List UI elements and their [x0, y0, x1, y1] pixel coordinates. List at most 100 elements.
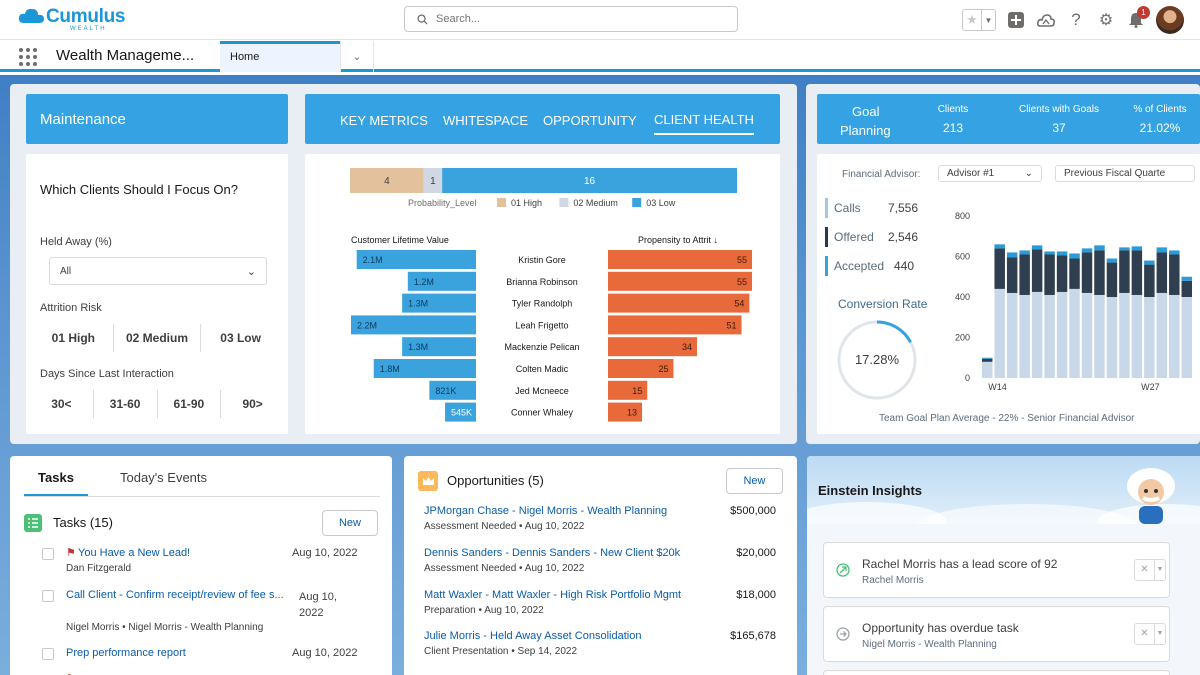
- calls-bar-segment[interactable]: [1019, 254, 1030, 295]
- calls-bar-segment[interactable]: [1006, 252, 1018, 258]
- calls-bar-segment[interactable]: [1169, 294, 1180, 378]
- days-option-61-90[interactable]: 61-90: [158, 390, 222, 418]
- calls-bar-segment[interactable]: [1144, 297, 1155, 378]
- calls-bar-segment[interactable]: [1156, 252, 1168, 293]
- calls-bar-segment[interactable]: [994, 244, 1005, 249]
- chevron-down-icon[interactable]: ▼: [1156, 630, 1164, 637]
- probability-segment[interactable]: [442, 168, 737, 193]
- period-select[interactable]: Previous Fiscal Quarte: [1055, 165, 1195, 182]
- nav-menu-chevron-icon[interactable]: ⌄: [340, 41, 374, 72]
- clv-bar[interactable]: [402, 337, 476, 357]
- client-name[interactable]: Tyler Randolph: [512, 299, 573, 309]
- clv-bar[interactable]: [356, 250, 476, 269]
- calls-bar-segment[interactable]: [1169, 254, 1180, 295]
- global-actions-icon[interactable]: [1006, 10, 1026, 30]
- client-name[interactable]: Brianna Robinson: [506, 277, 578, 287]
- attrit-bar[interactable]: [608, 359, 674, 378]
- task-link[interactable]: Prep performance report: [66, 647, 186, 659]
- held-away-select[interactable]: All ⌄: [49, 257, 267, 285]
- calls-bar-segment[interactable]: [1106, 297, 1118, 378]
- calls-bar-segment[interactable]: [982, 358, 993, 362]
- cumulus-logo[interactable]: Cumulus WEALTH: [18, 6, 125, 32]
- calls-bar-segment[interactable]: [1094, 294, 1105, 378]
- days-option-90[interactable]: 90>: [242, 397, 263, 411]
- advisor-select[interactable]: Advisor #1 ⌄: [938, 165, 1042, 182]
- tab-home[interactable]: Home: [220, 41, 340, 72]
- attrition-option-low[interactable]: 03 Low: [220, 331, 261, 345]
- calls-bar-segment[interactable]: [1031, 249, 1043, 292]
- calls-bar-segment[interactable]: [1106, 258, 1118, 263]
- chevron-down-icon[interactable]: ▼: [981, 10, 995, 30]
- client-name[interactable]: Leah Frigetto: [515, 320, 568, 330]
- client-name[interactable]: Kristin Gore: [518, 255, 566, 265]
- days-option-30[interactable]: 30<: [30, 390, 94, 418]
- calls-bar-segment[interactable]: [1056, 255, 1068, 292]
- calls-bar-segment[interactable]: [1181, 280, 1192, 297]
- attrit-bar[interactable]: [608, 402, 643, 422]
- attrit-bar[interactable]: [608, 271, 752, 291]
- opportunity-link[interactable]: JPMorgan Chase - Nigel Morris - Wealth P…: [424, 505, 668, 517]
- close-icon[interactable]: ✕: [1135, 560, 1155, 580]
- calls-bar-segment[interactable]: [1119, 247, 1130, 251]
- calls-bar-segment[interactable]: [1081, 292, 1093, 378]
- client-name[interactable]: Jed Mcneece: [515, 386, 569, 396]
- calls-bar-segment[interactable]: [1131, 246, 1143, 251]
- close-icon[interactable]: ✕: [1135, 624, 1155, 644]
- calls-bar-segment[interactable]: [1019, 250, 1030, 255]
- opportunity-link[interactable]: Julie Morris - Held Away Asset Consolida…: [424, 630, 642, 642]
- attrit-bar[interactable]: [608, 380, 648, 400]
- calls-bar-segment[interactable]: [1069, 258, 1080, 289]
- calls-bar-segment[interactable]: [1031, 291, 1043, 378]
- calls-bar-segment[interactable]: [1044, 254, 1055, 295]
- user-avatar[interactable]: [1156, 6, 1184, 34]
- notifications-bell-icon[interactable]: 1: [1126, 6, 1150, 30]
- search-input[interactable]: [436, 13, 716, 25]
- clv-bar[interactable]: [402, 293, 476, 313]
- calls-bar-segment[interactable]: [1131, 294, 1143, 378]
- trailhead-icon[interactable]: [1036, 10, 1056, 30]
- new-task-button[interactable]: New: [322, 510, 378, 536]
- calls-bar-segment[interactable]: [1056, 251, 1068, 256]
- task-checkbox[interactable]: [42, 648, 54, 660]
- calls-bar-segment[interactable]: [1081, 248, 1093, 253]
- calls-bar-segment[interactable]: [1044, 251, 1055, 255]
- attrit-bar[interactable]: [608, 337, 698, 357]
- attrit-bar[interactable]: [608, 293, 750, 313]
- calls-bar-segment[interactable]: [1094, 250, 1105, 295]
- global-search[interactable]: [404, 6, 738, 32]
- calls-bar-segment[interactable]: [1006, 257, 1018, 293]
- clv-bar[interactable]: [445, 402, 476, 422]
- calls-bar-segment[interactable]: [1081, 252, 1093, 293]
- calls-bar-segment[interactable]: [1094, 245, 1105, 251]
- calls-bar-segment[interactable]: [1069, 288, 1080, 378]
- calls-bar-segment[interactable]: [1106, 262, 1118, 297]
- calls-bar-segment[interactable]: [1056, 291, 1068, 378]
- calls-bar-segment[interactable]: [1031, 245, 1043, 250]
- tab-tasks[interactable]: Tasks: [24, 470, 88, 497]
- opportunity-link[interactable]: Matt Waxler - Matt Waxler - High Risk Po…: [424, 589, 682, 601]
- tab-client-health[interactable]: CLIENT HEALTH: [654, 112, 754, 135]
- task-link[interactable]: You Have a New Lead!: [78, 547, 191, 559]
- attrition-option-medium[interactable]: 02 Medium: [114, 324, 202, 352]
- calls-bar-segment[interactable]: [1119, 250, 1130, 293]
- clv-bar[interactable]: [429, 380, 476, 400]
- attrit-bar[interactable]: [608, 250, 752, 269]
- task-checkbox[interactable]: [42, 590, 54, 602]
- calls-bar-segment[interactable]: [1156, 247, 1168, 253]
- chevron-down-icon[interactable]: ▼: [1156, 566, 1164, 573]
- insight-actions[interactable]: ✕ ▼: [1134, 559, 1166, 581]
- attrition-option-high[interactable]: 01 High: [34, 324, 114, 352]
- probability-segment[interactable]: [350, 168, 424, 193]
- calls-bar-segment[interactable]: [994, 288, 1005, 378]
- tab-todays-events[interactable]: Today's Events: [120, 470, 208, 485]
- days-option-31-60[interactable]: 31-60: [94, 390, 158, 418]
- calls-bar-segment[interactable]: [1144, 264, 1155, 297]
- insight-item[interactable]: Opportunity has overdue task Nigel Morri…: [823, 606, 1170, 662]
- clv-bar[interactable]: [373, 359, 476, 378]
- calls-bar-segment[interactable]: [994, 248, 1005, 289]
- calls-bar-segment[interactable]: [1006, 292, 1018, 378]
- calls-bar-segment[interactable]: [1069, 253, 1080, 259]
- calls-bar-segment[interactable]: [1144, 260, 1155, 265]
- calls-bar-segment[interactable]: [1169, 250, 1180, 255]
- calls-bar-segment[interactable]: [982, 357, 993, 359]
